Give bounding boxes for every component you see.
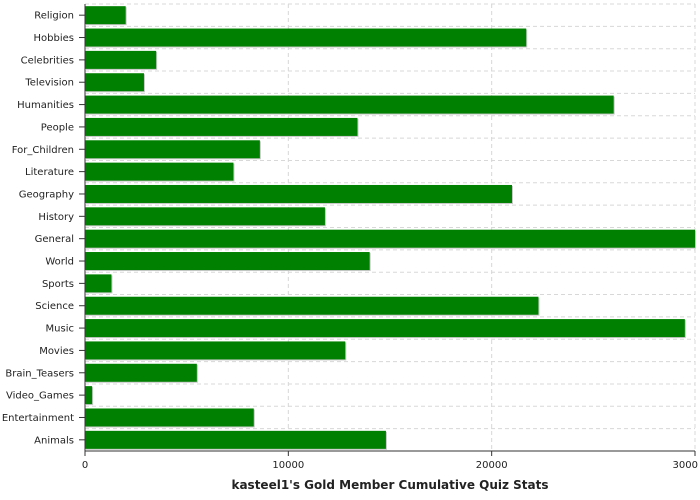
category-label: Video_Games [6,391,74,402]
x-tick-labels: 0 10000 20000 3000 [82,451,698,471]
bar-hobbies [85,28,527,47]
category-labels: Religion Hobbies Celebrities Television Huma… [2,11,85,446]
category-label: Sports [42,279,74,290]
bar-literature [85,162,234,181]
category-label: Entertainment [2,413,74,424]
bar-celebrities [85,50,157,69]
bar-entertainment [85,408,254,427]
bar-humanities [85,95,614,114]
x-tick-label: 3000 [673,460,698,471]
bar-brain-teasers [85,363,197,382]
category-label: Humanities [17,100,74,111]
category-label: For_Children [12,145,74,156]
category-label: History [38,212,74,223]
x-tick-label: 20000 [476,460,508,471]
category-label: Television [24,78,74,89]
category-label: Religion [34,11,74,22]
bar-music [85,319,685,338]
x-tick-label: 10000 [272,460,304,471]
category-label: Celebrities [21,55,74,66]
bar-people [85,117,358,136]
grid-layer [84,3,696,452]
category-label: Literature [25,167,74,178]
category-label: Music [46,324,74,335]
x-tick-label: 0 [82,460,88,471]
bar-layer [85,6,696,450]
category-label: Science [35,301,74,312]
x-axis-title: kasteel1's Gold Member Cumulative Quiz S… [231,478,548,492]
category-label: Hobbies [34,33,74,44]
category-label: General [35,234,74,245]
bar-for-children [85,140,260,159]
bar-geography [85,184,512,203]
bar-movies [85,341,346,360]
bar-history [85,207,325,226]
bar-sports [85,274,112,293]
category-label: Brain_Teasers [5,368,74,379]
bar-video-games [85,386,93,405]
category-label: Movies [39,346,74,357]
bar-television [85,73,144,92]
category-label: People [41,122,74,133]
bar-animals [85,430,386,449]
bar-general [85,229,695,248]
bar-science [85,296,539,315]
bar-world [85,252,370,271]
category-label: Animals [34,435,74,446]
category-label: World [45,257,74,268]
bar-religion [85,6,126,25]
category-label: Geography [19,189,74,200]
